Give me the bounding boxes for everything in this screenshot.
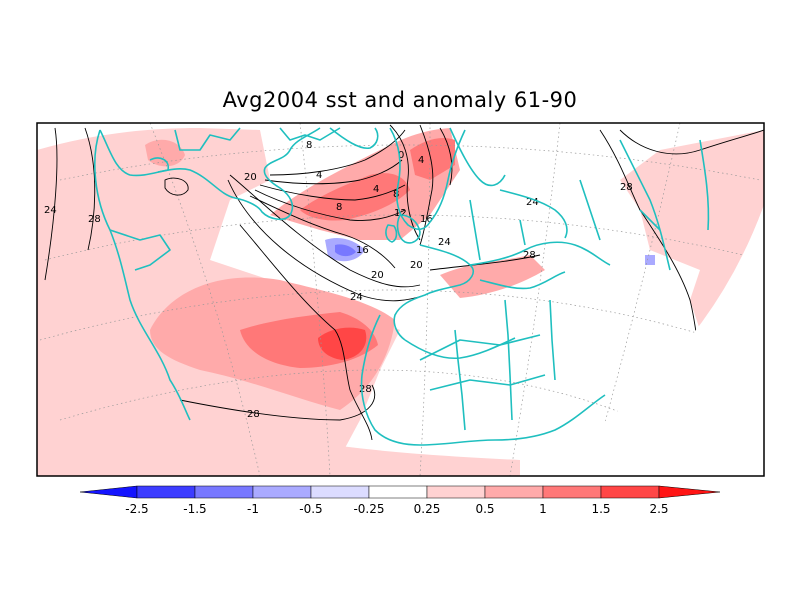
colorbar-swatch xyxy=(252,485,312,499)
contour-label: 28 xyxy=(523,250,536,261)
contour-label: 16 xyxy=(420,214,433,225)
anomaly-region-neg-small xyxy=(645,255,655,265)
contour-label: 24 xyxy=(526,197,539,208)
colorbar: -2.5 -1.5 -1 -0.5 -0.25 0.25 0.5 1 1.5 2… xyxy=(79,485,721,516)
coastlines xyxy=(94,127,710,446)
colorbar-arrow-high xyxy=(658,485,721,499)
colorbar-swatch xyxy=(542,485,602,499)
colorbar-label: -1.5 xyxy=(183,502,206,516)
anomaly-region-northsea-mid xyxy=(300,173,410,221)
colorbar-swatch xyxy=(484,485,544,499)
colorbar-label: -0.5 xyxy=(299,502,322,516)
colorbar-swatch xyxy=(310,485,370,499)
contour-label: 4 xyxy=(316,170,322,181)
colorbar-arrow-low xyxy=(79,485,138,499)
colorbar-swatch xyxy=(136,485,196,499)
contour-label: 24 xyxy=(438,237,451,248)
contour-label: 28 xyxy=(359,384,372,395)
contour-label: 16 xyxy=(356,245,369,256)
colorbar-label: 1.5 xyxy=(591,502,610,516)
anomaly-region-labrador-light xyxy=(145,139,185,167)
contour-label: 28 xyxy=(88,214,101,225)
plot-frame xyxy=(36,122,765,477)
contour-label: 28 xyxy=(247,409,260,420)
contour-label: 24 xyxy=(44,205,57,216)
colorbar-label: 1 xyxy=(539,502,547,516)
anomaly-region-med-light xyxy=(440,255,545,298)
contour-label: 8 xyxy=(306,140,312,151)
contour-label: 20 xyxy=(244,172,257,183)
colorbar-label: 0.5 xyxy=(475,502,494,516)
colorbar-swatch xyxy=(426,485,486,499)
colorbar-swatch xyxy=(368,485,428,499)
anomaly-region-neg-core xyxy=(335,244,356,257)
colorbar-swatch xyxy=(194,485,254,499)
colorbar-label: 0.25 xyxy=(414,502,441,516)
anomaly-region-norway-mid xyxy=(410,138,455,180)
contour-label: 4 xyxy=(373,184,379,195)
contour-label: 8 xyxy=(336,202,342,213)
contour-label: 0 xyxy=(398,150,404,161)
contour-labels: 24 28 20 8 4 0 4 4 8 8 12 16 16 20 20 24… xyxy=(44,140,633,420)
anomaly-region-south-pale xyxy=(300,440,520,476)
contour-label: 20 xyxy=(371,270,384,281)
contour-label: 20 xyxy=(410,260,423,271)
colorbar-label: -1 xyxy=(247,502,259,516)
contour-label: 4 xyxy=(418,155,424,166)
anomaly-region-core xyxy=(318,327,367,360)
anomaly-shading xyxy=(37,128,764,476)
colorbar-label: 2.5 xyxy=(649,502,668,516)
contour-label: 24 xyxy=(350,292,363,303)
contour-label: 28 xyxy=(620,182,633,193)
anomaly-region-east-pale xyxy=(620,130,764,330)
map-title: Avg2004 sst and anomaly 61-90 xyxy=(222,88,578,112)
colorbar-swatch xyxy=(600,485,660,499)
colorbar-label: -2.5 xyxy=(125,502,148,516)
colorbar-label: -0.25 xyxy=(353,502,384,516)
